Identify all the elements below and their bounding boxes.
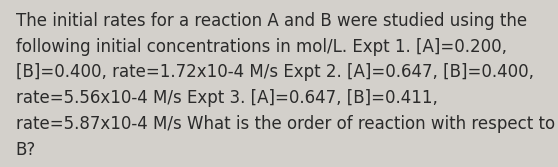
Text: The initial rates for a reaction A and B were studied using the: The initial rates for a reaction A and B…: [16, 12, 527, 30]
Text: rate=5.87x10-4 M/s What is the order of reaction with respect to: rate=5.87x10-4 M/s What is the order of …: [16, 115, 555, 133]
Text: B?: B?: [16, 141, 36, 159]
Text: following initial concentrations in mol/L. Expt 1. [A]=0.200,: following initial concentrations in mol/…: [16, 38, 507, 56]
Text: [B]=0.400, rate=1.72x10-4 M/s Expt 2. [A]=0.647, [B]=0.400,: [B]=0.400, rate=1.72x10-4 M/s Expt 2. [A…: [16, 63, 533, 81]
Text: rate=5.56x10-4 M/s Expt 3. [A]=0.647, [B]=0.411,: rate=5.56x10-4 M/s Expt 3. [A]=0.647, [B…: [16, 89, 437, 107]
